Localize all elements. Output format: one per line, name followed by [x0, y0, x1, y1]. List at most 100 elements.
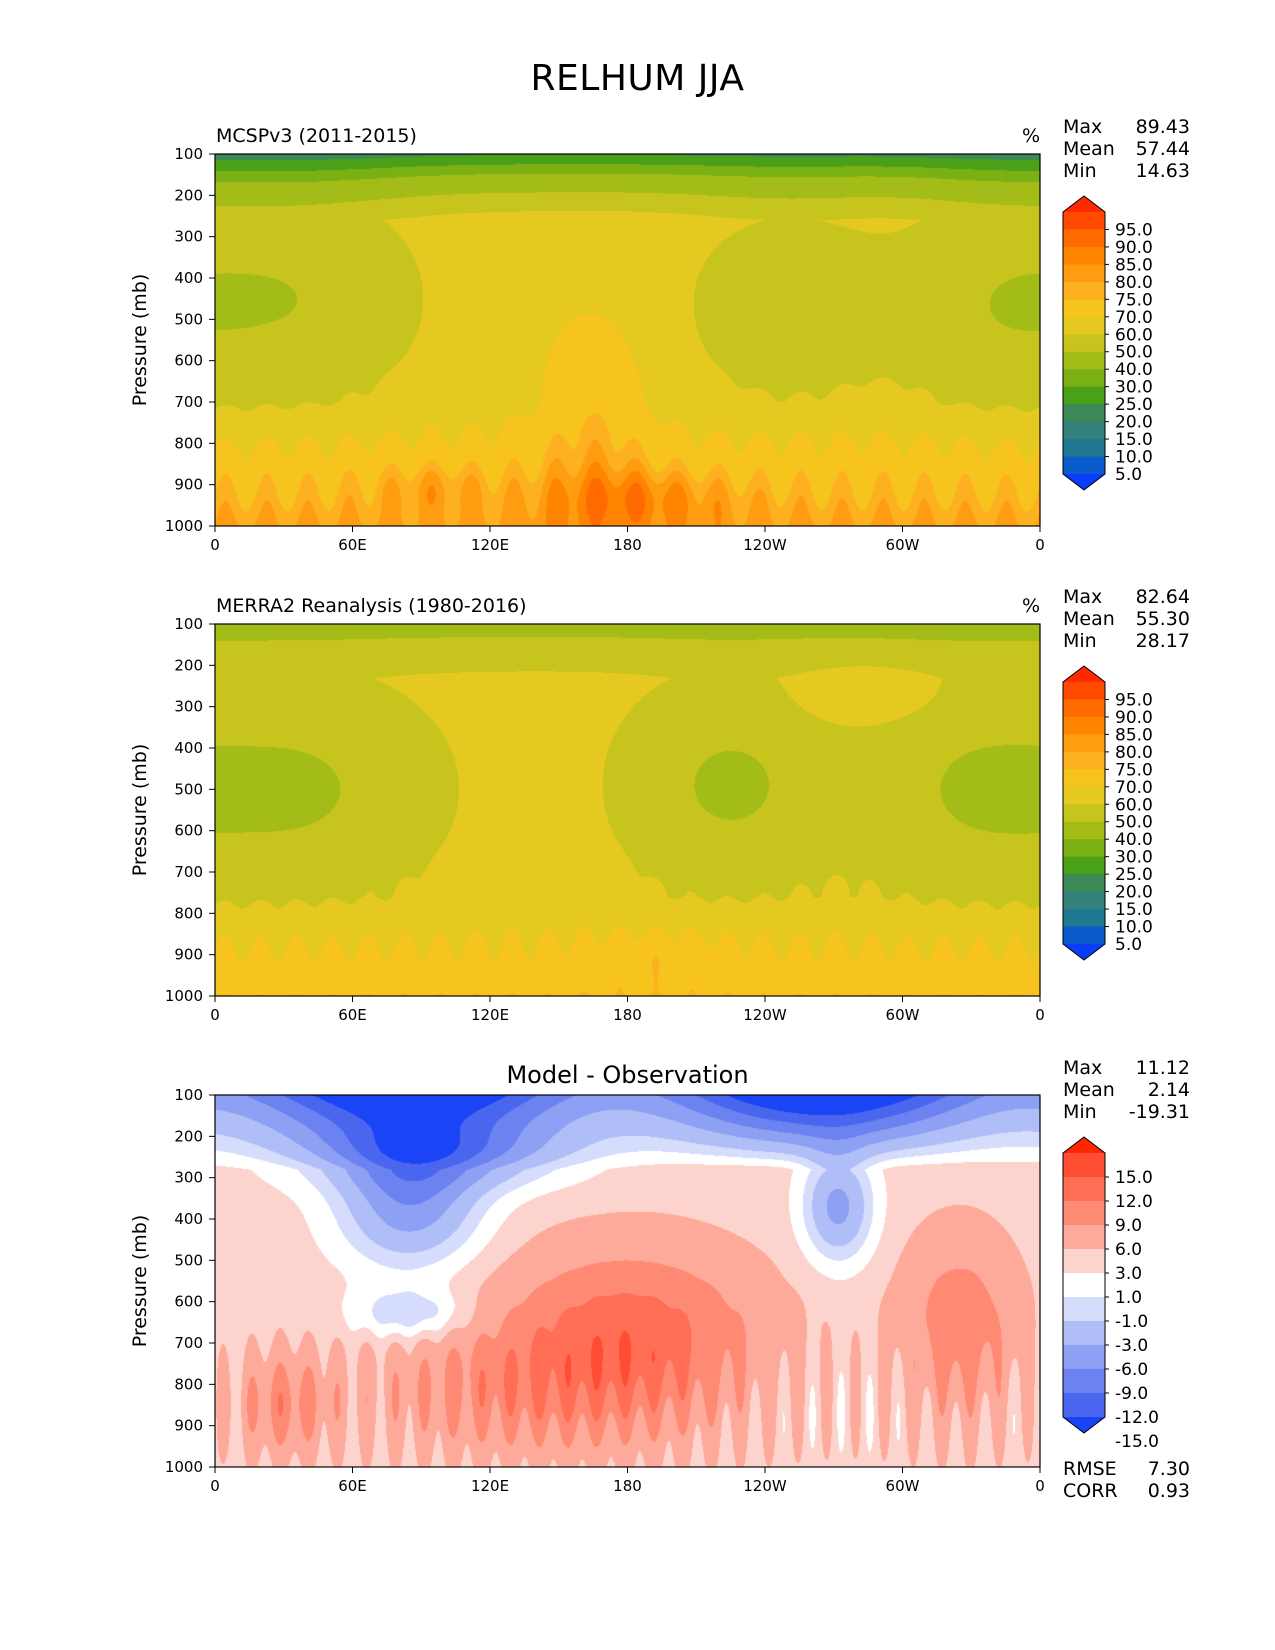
colorbar-label: 30.0	[1115, 378, 1153, 398]
colorbar-swatch	[1063, 1393, 1105, 1418]
colorbar: 15.0 12.0 9.0 6.0 3.0 1.0 -1.0 -3.0 -6.0 -9.0 -12.…	[1062, 1136, 1159, 1452]
y-tick-label: 800	[174, 1375, 203, 1393]
stat-label: Max	[1063, 586, 1102, 608]
colorbar-label: 85.0	[1115, 725, 1153, 745]
colorbar-swatch	[1063, 1297, 1105, 1322]
x-tick-label: 180	[613, 1477, 642, 1495]
x-tick-label: 120W	[743, 1477, 787, 1495]
heatmap-field	[215, 1095, 1040, 1467]
colorbar-label: -3.0	[1115, 1336, 1148, 1356]
colorbar-label: -12.0	[1115, 1408, 1159, 1428]
x-tick-label: 0	[1035, 1006, 1045, 1024]
x-tick-label: 60E	[338, 1477, 367, 1495]
colorbar-label: 15.0	[1115, 430, 1153, 450]
stat-label: Max	[1063, 116, 1102, 138]
colorbar-label: 80.0	[1115, 273, 1153, 293]
stat-value: 55.30	[1136, 608, 1190, 630]
colorbar-label: 40.0	[1115, 360, 1153, 380]
colorbar-swatch	[1063, 1177, 1105, 1202]
y-tick-label: 100	[174, 615, 203, 633]
colorbar-label: -1.0	[1115, 1312, 1148, 1332]
colorbar-label: 50.0	[1115, 813, 1153, 833]
colorbar-outline	[1062, 195, 1106, 491]
colorbar-swatch	[1063, 699, 1105, 718]
colorbar-label: 70.0	[1115, 778, 1153, 798]
stat-value: 82.64	[1136, 586, 1190, 608]
stat-value: 89.43	[1136, 116, 1190, 138]
colorbar-label: 40.0	[1115, 830, 1153, 850]
colorbar-label: 75.0	[1115, 760, 1153, 780]
panel-title: MCSPv3 (2011-2015)	[216, 125, 417, 147]
y-tick-label: 200	[174, 1127, 203, 1145]
colorbar-swatch	[1063, 856, 1105, 875]
y-tick-label: 100	[174, 145, 203, 163]
colorbar-label: 10.0	[1115, 918, 1153, 938]
panel-top: MCSPv3 (2011-2015) % 100 200 300 400 500 600 700…	[129, 116, 1190, 554]
x-tick-label: 0	[210, 1477, 220, 1495]
colorbar-label: 70.0	[1115, 308, 1153, 328]
colorbar-swatch	[1063, 299, 1105, 318]
colorbar: 95.090.085.080.075.070.060.050.040.030.0…	[1062, 665, 1153, 961]
stat-label: Min	[1063, 1101, 1097, 1123]
x-tick-label: 120E	[471, 536, 509, 554]
y-tick-label: 900	[174, 946, 203, 964]
x-tick-label: 120E	[471, 1477, 509, 1495]
colorbar-swatch	[1063, 264, 1105, 283]
y-tick-label: 600	[174, 822, 203, 840]
colorbar-swatch	[1063, 229, 1105, 248]
colorbar-label: 25.0	[1115, 395, 1153, 415]
colorbar-outline	[1062, 1136, 1106, 1434]
panel-bottom: Model - Observation 100 200 300 400 500 600 700…	[129, 1057, 1190, 1502]
stat-label: Min	[1063, 630, 1097, 652]
x-tick-label: 60E	[338, 536, 367, 554]
y-tick-label: 400	[174, 269, 203, 287]
colorbar-swatch	[1063, 909, 1105, 928]
y-tick-label: 1000	[165, 1458, 203, 1476]
colorbar: 95.090.085.080.075.070.060.050.040.030.0…	[1062, 195, 1153, 491]
colorbar-swatch	[1063, 404, 1105, 423]
colorbar-swatch	[1063, 926, 1105, 945]
x-tick-label: 0	[210, 536, 220, 554]
colorbar-swatch	[1063, 281, 1105, 300]
colorbar-swatch	[1063, 386, 1105, 405]
colorbar-label: 95.0	[1115, 220, 1153, 240]
colorbar-label: 6.0	[1115, 1240, 1142, 1260]
colorbar-swatch	[1063, 1153, 1105, 1178]
colorbar-label: 20.0	[1115, 413, 1153, 433]
colorbar-swatch	[1063, 212, 1105, 231]
stat-label: Mean	[1063, 1079, 1115, 1101]
colorbar-label: 30.0	[1115, 848, 1153, 868]
x-tick-label: 60E	[338, 1006, 367, 1024]
stat-value: -19.31	[1129, 1101, 1190, 1123]
y-tick-label: 900	[174, 1417, 203, 1435]
x-tick-label: 120W	[743, 536, 787, 554]
y-axis-label: Pressure (mb)	[129, 744, 151, 877]
colorbar-label: 60.0	[1115, 325, 1153, 345]
colorbar-swatch	[1063, 351, 1105, 370]
colorbar-label: -15.0	[1115, 1432, 1159, 1452]
colorbar-label: 15.0	[1115, 900, 1153, 920]
y-tick-label: 200	[174, 186, 203, 204]
stat-label: Max	[1063, 1057, 1102, 1079]
y-tick-label: 700	[174, 393, 203, 411]
colorbar-label: 10.0	[1115, 448, 1153, 468]
colorbar-swatch	[1063, 316, 1105, 335]
panel-title: MERRA2 Reanalysis (1980-2016)	[216, 595, 527, 617]
x-tick-label: 0	[1035, 1477, 1045, 1495]
colorbar-label: 1.0	[1115, 1288, 1142, 1308]
colorbar-label: 20.0	[1115, 883, 1153, 903]
colorbar-swatch	[1063, 682, 1105, 701]
x-tick-label: 180	[613, 1006, 642, 1024]
colorbar-extend-bottom	[1063, 1417, 1105, 1433]
heatmap-field	[215, 154, 1040, 526]
stat-label: CORR	[1063, 1480, 1118, 1502]
colorbar-label: 15.0	[1115, 1168, 1153, 1188]
colorbar-outline	[1062, 665, 1106, 961]
colorbar-label: 80.0	[1115, 743, 1153, 763]
colorbar-extend-bottom	[1063, 474, 1105, 490]
colorbar-label: 9.0	[1115, 1216, 1142, 1236]
colorbar-extend-top	[1063, 196, 1105, 212]
y-tick-label: 500	[174, 780, 203, 798]
y-tick-label: 300	[174, 698, 203, 716]
colorbar-swatch	[1063, 804, 1105, 823]
